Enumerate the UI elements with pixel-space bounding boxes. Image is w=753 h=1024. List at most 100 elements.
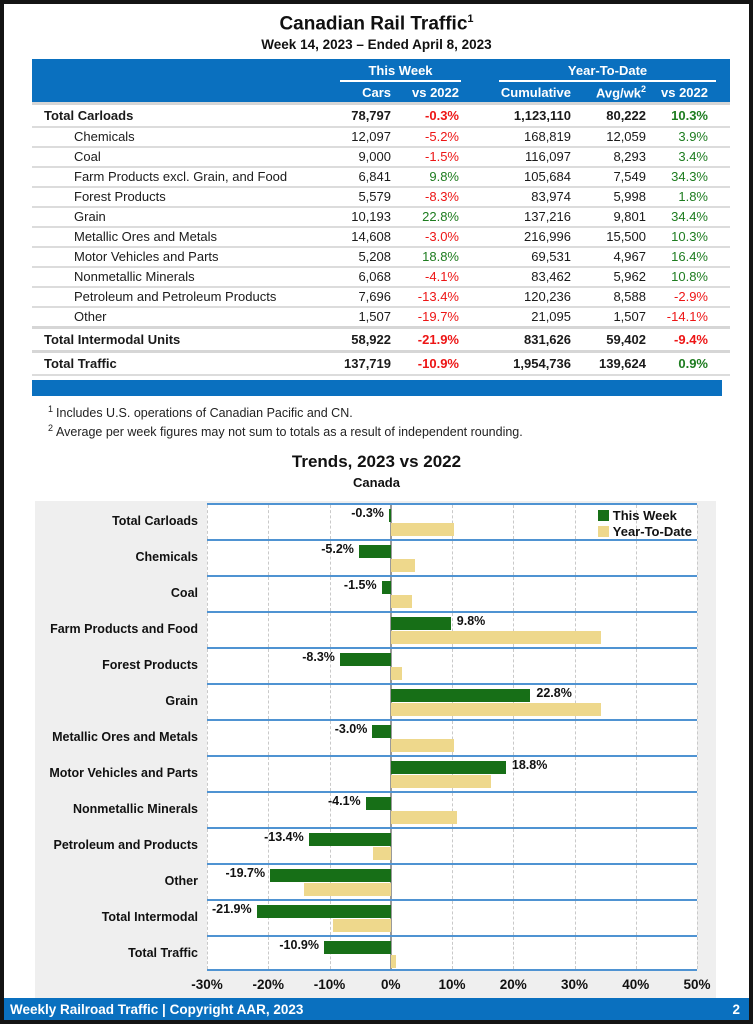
row-label: Total Traffic <box>44 355 117 371</box>
ytd-vs2022-value: 16.4% <box>671 249 708 265</box>
gridline <box>452 757 453 792</box>
row-label: Petroleum and Petroleum Products <box>74 289 277 305</box>
cumulative-value: 831,626 <box>524 331 571 347</box>
gridline <box>207 505 208 540</box>
gridline <box>697 649 698 684</box>
gridline <box>452 901 453 936</box>
chart-row: Other -19.7% <box>35 863 716 900</box>
cumulative-value: 69,531 <box>531 249 571 265</box>
chart-row: Motor Vehicles and Parts 18.8% <box>35 755 716 792</box>
gridline <box>329 649 331 684</box>
bar-value-label: -3.0% <box>334 722 368 737</box>
column-header-end-spacer <box>712 82 731 104</box>
ytd-vs2022-value: 34.4% <box>671 209 708 225</box>
bar-year-to-date <box>304 883 391 897</box>
column-header-cars: Cars <box>312 82 395 104</box>
cars-value: 78,797 <box>351 107 391 123</box>
bar-value-label: -10.9% <box>279 938 319 953</box>
gridline <box>452 937 453 970</box>
gridline <box>697 757 698 792</box>
chart-plot-band: -19.7% <box>207 863 698 900</box>
zero-axis-line <box>389 901 392 936</box>
bar-year-to-date <box>390 559 415 573</box>
cars-value: 58,922 <box>351 331 391 347</box>
gridline <box>268 937 270 970</box>
gridline <box>635 937 637 970</box>
ytd-vs2022-value: 10.3% <box>671 229 708 245</box>
gridline <box>329 901 331 936</box>
cars-value: 6,841 <box>358 169 391 185</box>
gridline <box>635 901 637 936</box>
zero-axis-line <box>389 793 392 828</box>
bar-this-week <box>358 545 391 559</box>
ytd-vs2022-value: 1.8% <box>678 189 708 205</box>
x-axis-tick-label: 20% <box>499 977 527 993</box>
table-row: Farm Products excl. Grain, and Food 6,841… <box>32 166 731 187</box>
gridline <box>574 865 576 900</box>
gridline <box>207 793 208 828</box>
chart-plot-band: 9.8% <box>207 611 698 648</box>
legend-label: This Week <box>612 507 677 523</box>
legend-swatch-icon <box>597 509 609 521</box>
group-header-spacer <box>32 59 312 83</box>
gridline <box>574 793 576 828</box>
gridline <box>697 901 698 936</box>
gridline <box>268 865 270 900</box>
gridline <box>697 937 698 970</box>
traffic-table: This Week Year-To-Date Cars vs 2022 Cumu… <box>32 59 731 376</box>
ytd-vs2022-value: -2.9% <box>674 289 708 305</box>
gridline <box>697 865 698 900</box>
cumulative-value: 1,123,110 <box>513 107 571 123</box>
row-label: Motor Vehicles and Parts <box>74 249 219 265</box>
gridline <box>574 937 576 970</box>
bar-value-label: 9.8% <box>456 614 486 629</box>
table-row: Nonmetallic Minerals 6,068 -4.1% 83,462 5,96… <box>32 266 731 287</box>
gridline <box>207 901 208 936</box>
avg-per-week-value: 5,962 <box>613 269 646 285</box>
title-footnote-marker: 1 <box>467 13 474 25</box>
bar-this-week <box>339 653 391 667</box>
gridline <box>513 505 515 540</box>
gridline <box>513 757 515 792</box>
bar-year-to-date <box>390 523 454 537</box>
week-vs2022-value: 18.8% <box>422 249 459 265</box>
zero-axis-line <box>389 685 392 720</box>
gridline <box>207 865 208 900</box>
end-spacer <box>712 287 730 307</box>
x-axis-tick-label: -30% <box>191 977 223 993</box>
gridline <box>513 793 515 828</box>
bar-value-label: -19.7% <box>225 866 266 881</box>
gridline <box>574 577 576 612</box>
zero-axis-line <box>389 937 392 970</box>
chart-row: Grain 22.8% <box>35 683 716 720</box>
bar-this-week <box>381 581 391 595</box>
cars-value: 6,068 <box>358 269 391 285</box>
avg-per-week-value: 8,588 <box>613 289 646 305</box>
chart-row: Petroleum and Products -13.4% <box>35 827 716 864</box>
gridline <box>452 685 453 720</box>
chart-row: Forest Products -8.3% <box>35 647 716 684</box>
gridline <box>329 505 331 540</box>
gridline <box>268 649 270 684</box>
avg-per-week-value: 80,222 <box>606 107 646 123</box>
column-header-spacer <box>32 82 312 104</box>
bar-this-week <box>390 689 531 703</box>
zero-axis-line <box>389 649 392 684</box>
chart-category-label: Petroleum and Products <box>53 838 198 853</box>
gridline <box>268 505 270 540</box>
gridline <box>452 505 453 540</box>
zero-axis-line <box>389 577 392 612</box>
x-axis-tick-label: 0% <box>380 977 401 993</box>
gridline <box>329 613 331 648</box>
bar-value-label: -0.3% <box>351 506 384 521</box>
chart-subtitle: Canada <box>353 475 400 491</box>
gridline <box>268 613 270 648</box>
gridline <box>635 721 637 756</box>
gridline <box>574 757 576 792</box>
chart-plot-band: -10.9% <box>207 935 698 972</box>
zero-axis-line <box>389 865 392 900</box>
avg-per-week-value: 12,059 <box>606 129 646 145</box>
week-vs2022-value: -5.2% <box>425 129 459 145</box>
zero-axis-line <box>389 829 392 864</box>
cars-value: 14,608 <box>351 229 391 245</box>
